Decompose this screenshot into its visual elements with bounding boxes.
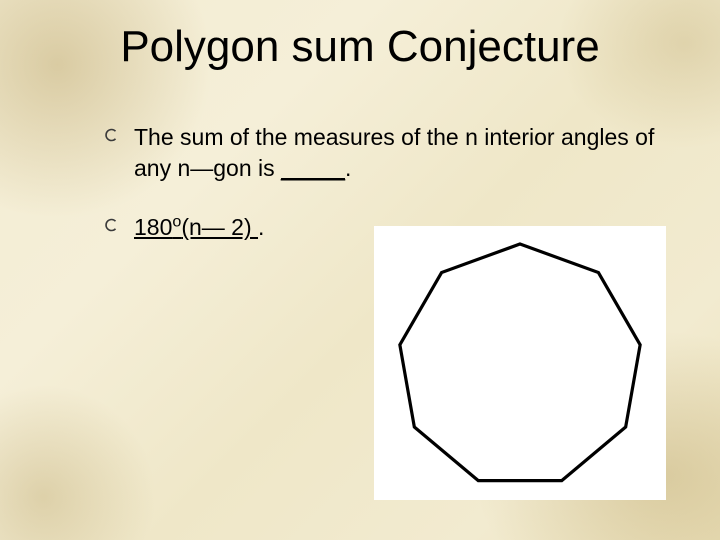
nonagon-svg [374,226,666,500]
bullet-open-circle-icon [104,128,118,142]
bullet-item: The sum of the measures of the n interio… [104,122,666,184]
bullet-arc [106,130,115,141]
bullet-arc [106,220,115,231]
bullet-text: The sum of the measures of the n interio… [134,122,666,184]
slide: Polygon sum Conjecture The sum of the me… [0,0,720,540]
fill-in-blank: _____ [281,155,345,181]
bullet-text: 180o(n— 2) . [134,212,264,243]
formula-degree-symbol: o [172,212,181,230]
formula-coef: 180 [134,214,172,240]
slide-title: Polygon sum Conjecture [0,22,720,72]
formula-answer: 180o(n— 2) [134,214,258,240]
bullet-text-pre: The sum of the measures of the n interio… [134,124,654,181]
bullet-text-post: . [345,155,351,181]
formula-tail: . [258,214,264,240]
formula-inner: (n— 2) [181,214,258,240]
nonagon-shape [400,244,640,481]
bullet-open-circle-icon [104,218,118,232]
polygon-figure [374,226,666,500]
